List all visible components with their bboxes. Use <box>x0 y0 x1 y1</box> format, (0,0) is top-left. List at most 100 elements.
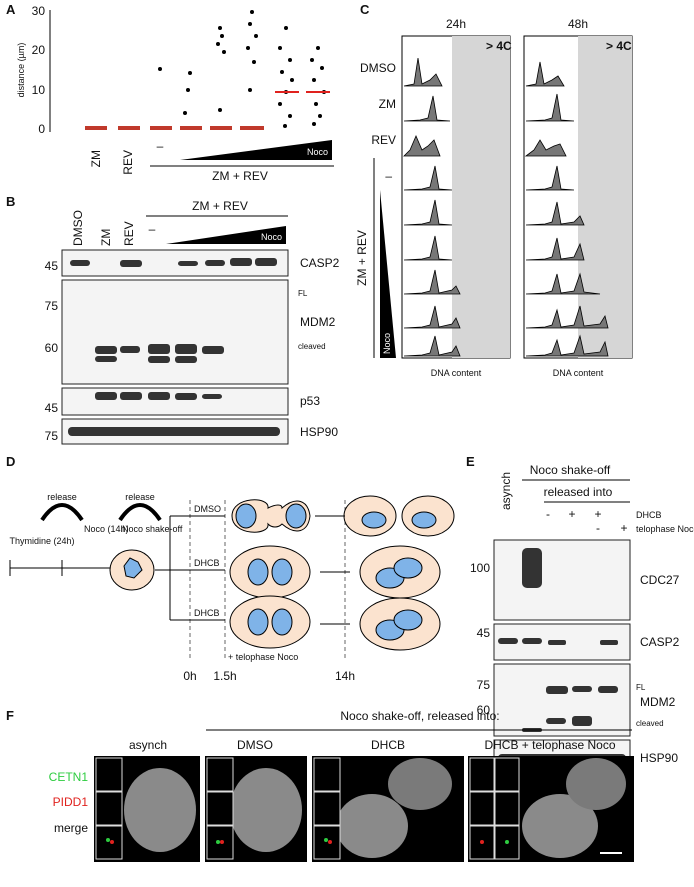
median <box>118 126 140 130</box>
blot-label: MDM2 <box>640 695 676 709</box>
nucleus <box>123 557 143 579</box>
column: DHCB <box>371 738 405 752</box>
marker: 45 <box>477 626 491 640</box>
marker: 75 <box>45 299 59 313</box>
band-label: cleaved <box>298 342 326 351</box>
arm: DHCB <box>194 608 220 618</box>
arrow <box>315 515 350 625</box>
lane: DMSO <box>71 210 85 246</box>
step: release <box>47 492 77 502</box>
time: 14h <box>335 669 355 683</box>
gate <box>578 36 632 358</box>
channel: PIDD1 <box>53 795 89 809</box>
blot-label: CASP2 <box>300 256 340 270</box>
dots <box>85 10 330 130</box>
gate-label: > 4C <box>606 39 632 53</box>
marker: 45 <box>45 259 59 273</box>
cells <box>229 495 455 651</box>
condition: telophase Noco <box>636 524 694 534</box>
arrow <box>40 503 84 522</box>
lane: ZM <box>99 229 113 246</box>
ramp-label: Noco <box>261 232 282 242</box>
header: Noco shake-off <box>530 463 611 477</box>
step: Noco (14h) <box>84 524 129 534</box>
median <box>85 126 107 130</box>
column: DMSO <box>237 738 273 752</box>
timepoint: 48h <box>568 17 588 31</box>
panel-letter: F <box>6 708 14 723</box>
tick: 20 <box>32 43 46 57</box>
step: Thymidine (24h) <box>9 536 74 546</box>
panel-letter: E <box>466 454 475 469</box>
blot-label: HSP90 <box>300 425 338 439</box>
bands <box>68 258 280 436</box>
marker: 60 <box>45 341 59 355</box>
sign: + <box>594 507 601 521</box>
channel: merge <box>54 821 88 835</box>
ramp <box>380 190 396 358</box>
band-label: FL <box>298 289 308 298</box>
band-label: FL <box>636 683 646 692</box>
blot <box>493 663 631 737</box>
ramp-label: Noco <box>307 147 328 157</box>
median <box>150 126 172 130</box>
ramp-label: Noco <box>382 333 392 354</box>
step: Noco shake-off <box>122 524 183 534</box>
sign: - <box>546 507 550 521</box>
arrow <box>118 503 162 522</box>
panel-letter: A <box>6 2 16 17</box>
x-label: DNA content <box>553 368 604 378</box>
histograms <box>403 57 609 357</box>
tick: 0 <box>38 122 45 136</box>
arm: DMSO <box>194 504 221 514</box>
marker: 60 <box>477 703 491 717</box>
micrographs <box>94 756 634 862</box>
blot <box>61 249 289 277</box>
category: ZM <box>89 150 103 167</box>
row-label: DMSO <box>360 61 396 75</box>
time: 0h <box>183 669 196 683</box>
column: DHCB + telophase Noco <box>484 738 615 752</box>
blot-label: CDC27 <box>640 573 680 587</box>
row-label: ZM <box>379 97 396 111</box>
header: released into <box>544 485 613 499</box>
blot-label: HSP90 <box>640 751 678 765</box>
markers: 45 75 60 45 75 <box>45 259 59 443</box>
marker: 100 <box>470 561 490 575</box>
minus: – <box>149 222 156 236</box>
x-label: DNA content <box>431 368 482 378</box>
tick: 30 <box>32 4 46 18</box>
marker: 75 <box>477 678 491 692</box>
time: 1.5h <box>213 669 236 683</box>
sign: + <box>568 507 575 521</box>
group-label: ZM + REV <box>192 199 248 213</box>
channel: CETN1 <box>49 770 89 784</box>
extra: + telophase Noco <box>228 652 298 662</box>
gate-label: > 4C <box>486 39 512 53</box>
row-label: – <box>385 169 392 183</box>
blot <box>61 387 289 416</box>
marker: 75 <box>45 429 59 443</box>
lane: asynch <box>499 472 513 510</box>
blot <box>493 539 631 621</box>
lane: REV <box>122 221 136 246</box>
marker: 45 <box>45 401 59 415</box>
axis-label: distance (µm) <box>16 43 26 98</box>
condition: DHCB <box>636 510 662 520</box>
group-label: ZM + REV <box>212 169 268 183</box>
panel-letter: C <box>360 2 370 17</box>
panel-letter: D <box>6 454 15 469</box>
arm: DHCB <box>194 558 220 568</box>
sign: - <box>596 521 600 535</box>
blot-label: p53 <box>300 394 320 408</box>
row-label: REV <box>371 133 396 147</box>
tick: 10 <box>32 83 46 97</box>
ramp <box>166 226 286 244</box>
branch <box>155 515 225 621</box>
blot-label: MDM2 <box>300 315 336 329</box>
timepoint: 24h <box>446 17 466 31</box>
category: REV <box>121 150 135 175</box>
gate <box>452 36 510 358</box>
